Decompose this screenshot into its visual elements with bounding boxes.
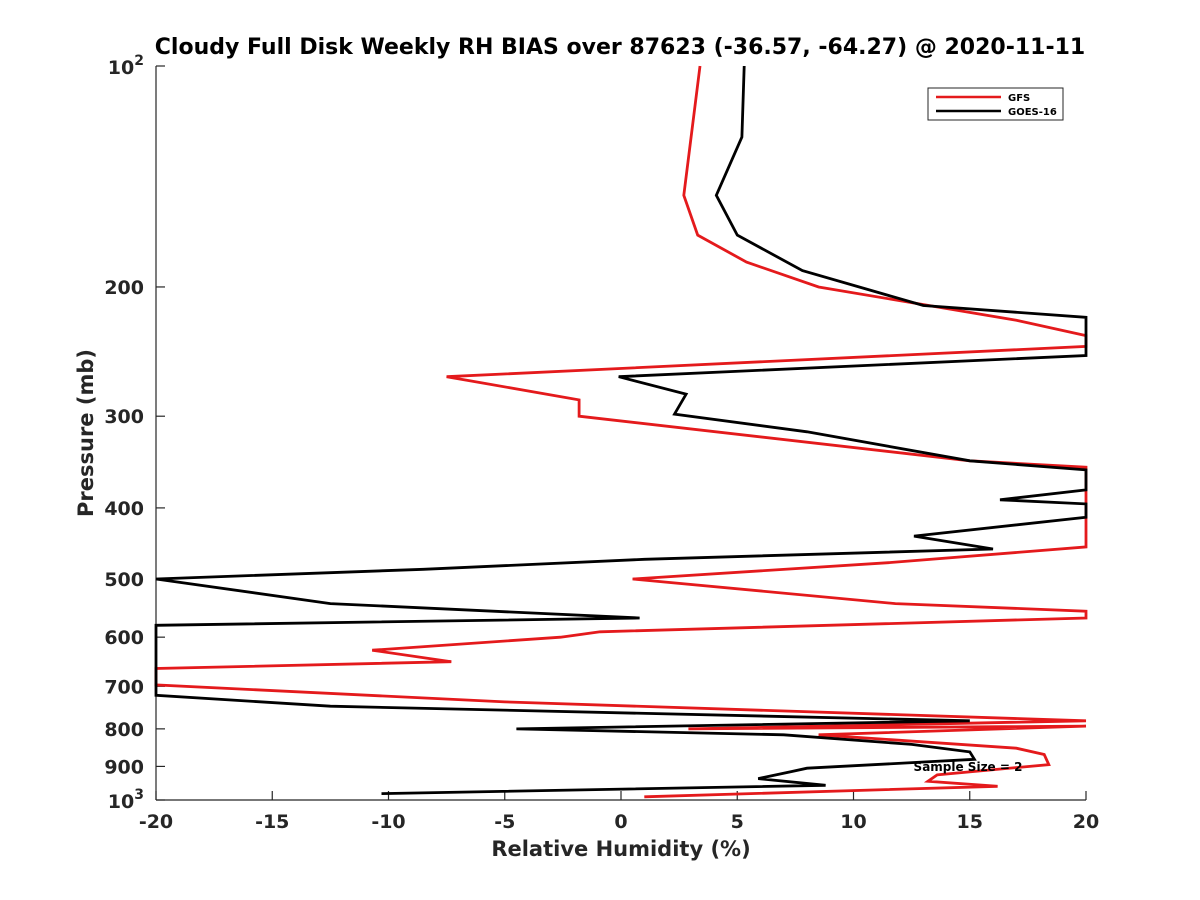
x-tick-label: 15 — [957, 811, 983, 833]
legend-label: GFS — [1008, 93, 1030, 104]
y-tick-base: 10 — [108, 57, 134, 79]
series-layer — [154, 65, 1088, 799]
y-tick-label: 400 — [104, 498, 144, 520]
y-tick-label: 800 — [104, 719, 144, 741]
y-tick-label: 200 — [104, 277, 144, 299]
x-tick-label: 10 — [840, 811, 866, 833]
x-axis-title: Relative Humidity (%) — [491, 837, 750, 861]
y-tick-label: 102 — [108, 53, 144, 79]
series-line-gfs — [154, 65, 1088, 799]
x-tick-label: -15 — [255, 811, 289, 833]
series-line-goes-16 — [154, 65, 1088, 795]
y-tick-exponent: 2 — [134, 53, 144, 69]
x-tick-label: 5 — [731, 811, 744, 833]
y-tick-label: 900 — [104, 756, 144, 778]
x-tick-label: -10 — [371, 811, 405, 833]
y-tick-label: 600 — [104, 627, 144, 649]
y-tick-label: 300 — [104, 406, 144, 428]
y-tick-label: 103 — [108, 787, 144, 813]
legend: GFS GOES-16 — [927, 87, 1064, 121]
y-axis-title: Pressure (mb) — [74, 349, 98, 517]
y-tick-label: 700 — [104, 676, 144, 698]
x-tick-label: 0 — [614, 811, 627, 833]
legend-box — [927, 87, 1064, 121]
x-ticks: -20 -15 -10 -5 0 5 10 15 20 — [139, 791, 1099, 833]
y-tick-label: 500 — [104, 569, 144, 591]
x-tick-label: -5 — [494, 811, 515, 833]
plot-axes — [155, 66, 1086, 801]
y-tick-base: 10 — [108, 791, 134, 813]
x-tick-label: -20 — [139, 811, 173, 833]
legend-label: GOES-16 — [1008, 107, 1057, 118]
x-tick-label: 20 — [1073, 811, 1099, 833]
y-tick-exponent: 3 — [134, 787, 144, 803]
chart-title: Cloudy Full Disk Weekly RH BIAS over 876… — [155, 35, 1085, 60]
sample-size-annotation: Sample Size = 2 — [914, 760, 1023, 774]
